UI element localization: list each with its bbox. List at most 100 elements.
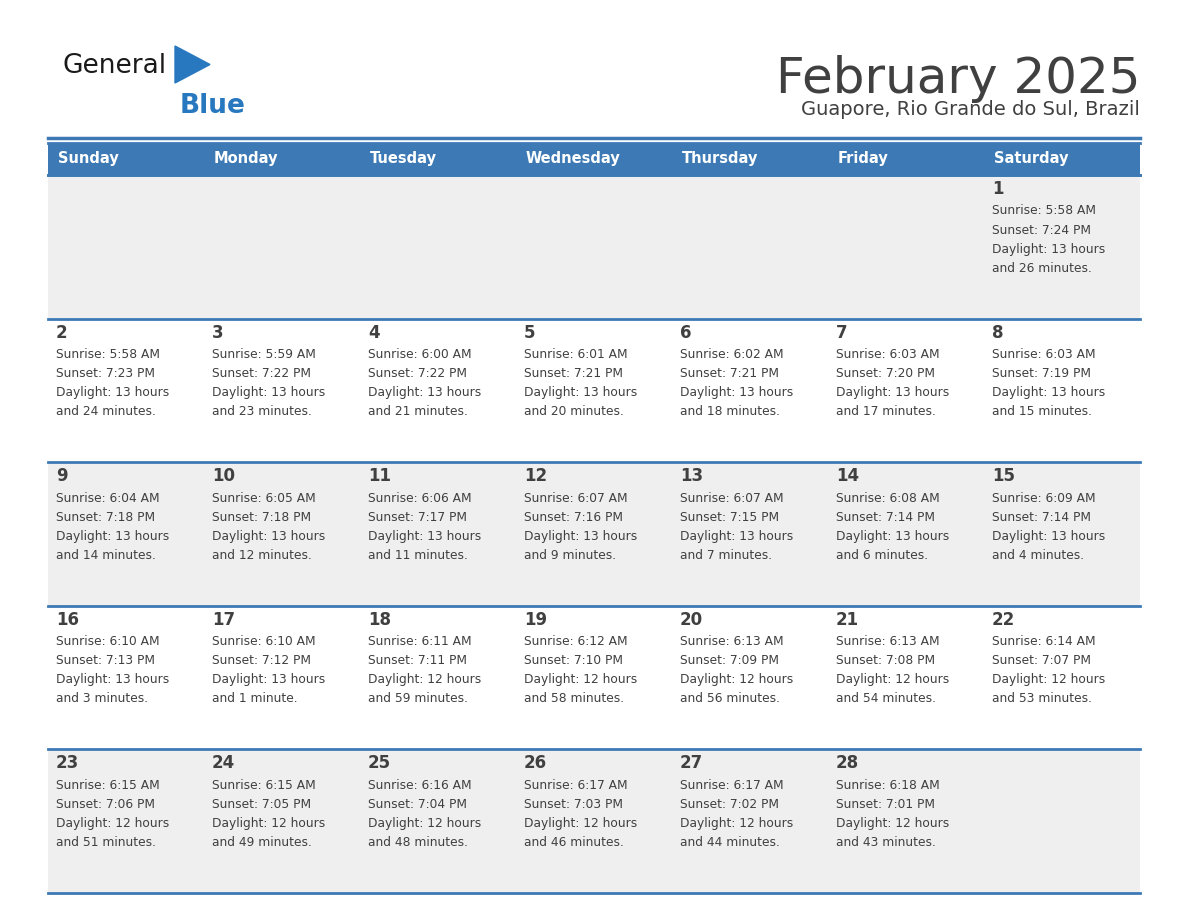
Text: Sunset: 7:02 PM: Sunset: 7:02 PM <box>680 798 779 811</box>
Text: 3: 3 <box>211 324 223 341</box>
Text: Sunrise: 6:14 AM: Sunrise: 6:14 AM <box>992 635 1095 648</box>
Text: Sunrise: 6:04 AM: Sunrise: 6:04 AM <box>56 492 159 505</box>
Bar <box>48 143 204 175</box>
Text: Sunset: 7:06 PM: Sunset: 7:06 PM <box>56 798 154 811</box>
Text: Sunset: 7:09 PM: Sunset: 7:09 PM <box>680 655 779 667</box>
Text: 22: 22 <box>992 610 1016 629</box>
Bar <box>48 606 204 749</box>
Text: 1: 1 <box>992 180 1004 198</box>
Bar <box>984 175 1140 319</box>
Text: February 2025: February 2025 <box>776 55 1140 103</box>
Text: and 9 minutes.: and 9 minutes. <box>524 549 617 562</box>
Text: Sunrise: 6:10 AM: Sunrise: 6:10 AM <box>211 635 316 648</box>
Text: 27: 27 <box>680 755 703 772</box>
Text: Daylight: 13 hours: Daylight: 13 hours <box>992 386 1105 399</box>
Text: Blue: Blue <box>181 93 246 119</box>
Text: and 23 minutes.: and 23 minutes. <box>211 405 312 418</box>
Text: Sunset: 7:19 PM: Sunset: 7:19 PM <box>992 367 1091 380</box>
Text: Sunset: 7:07 PM: Sunset: 7:07 PM <box>992 655 1091 667</box>
Text: Sunset: 7:03 PM: Sunset: 7:03 PM <box>524 798 623 811</box>
Text: 9: 9 <box>56 467 68 486</box>
Text: Daylight: 13 hours: Daylight: 13 hours <box>680 530 794 543</box>
Text: Sunset: 7:22 PM: Sunset: 7:22 PM <box>368 367 467 380</box>
Bar <box>672 319 828 462</box>
Text: Sunrise: 6:15 AM: Sunrise: 6:15 AM <box>56 778 159 792</box>
Bar <box>984 749 1140 893</box>
Text: 20: 20 <box>680 610 703 629</box>
Text: Daylight: 12 hours: Daylight: 12 hours <box>211 817 326 830</box>
Text: and 26 minutes.: and 26 minutes. <box>992 262 1092 274</box>
Text: Daylight: 12 hours: Daylight: 12 hours <box>680 673 794 687</box>
Bar <box>204 143 360 175</box>
Text: Daylight: 13 hours: Daylight: 13 hours <box>680 386 794 399</box>
Text: 23: 23 <box>56 755 80 772</box>
Text: Daylight: 13 hours: Daylight: 13 hours <box>211 530 326 543</box>
Text: Sunset: 7:21 PM: Sunset: 7:21 PM <box>680 367 779 380</box>
Text: Sunset: 7:05 PM: Sunset: 7:05 PM <box>211 798 311 811</box>
Text: Sunset: 7:08 PM: Sunset: 7:08 PM <box>836 655 935 667</box>
Text: Sunrise: 5:58 AM: Sunrise: 5:58 AM <box>992 205 1097 218</box>
Polygon shape <box>175 46 210 83</box>
Bar <box>516 462 672 606</box>
Bar <box>828 606 984 749</box>
Text: Daylight: 12 hours: Daylight: 12 hours <box>680 817 794 830</box>
Bar <box>204 749 360 893</box>
Text: Sunrise: 6:17 AM: Sunrise: 6:17 AM <box>524 778 627 792</box>
Text: and 14 minutes.: and 14 minutes. <box>56 549 156 562</box>
Text: Sunrise: 6:02 AM: Sunrise: 6:02 AM <box>680 348 784 361</box>
Text: Sunrise: 6:11 AM: Sunrise: 6:11 AM <box>368 635 472 648</box>
Text: and 43 minutes.: and 43 minutes. <box>836 836 936 849</box>
Bar <box>48 462 204 606</box>
Text: 12: 12 <box>524 467 548 486</box>
Text: 19: 19 <box>524 610 548 629</box>
Text: Daylight: 13 hours: Daylight: 13 hours <box>368 530 481 543</box>
Text: Sunset: 7:18 PM: Sunset: 7:18 PM <box>211 510 311 523</box>
Text: Sunset: 7:16 PM: Sunset: 7:16 PM <box>524 510 623 523</box>
Text: Saturday: Saturday <box>994 151 1068 166</box>
Bar <box>360 462 516 606</box>
Text: Sunset: 7:11 PM: Sunset: 7:11 PM <box>368 655 467 667</box>
Bar <box>672 606 828 749</box>
Text: 26: 26 <box>524 755 548 772</box>
Text: Sunrise: 6:16 AM: Sunrise: 6:16 AM <box>368 778 472 792</box>
Text: Daylight: 13 hours: Daylight: 13 hours <box>836 530 949 543</box>
Text: Sunrise: 6:09 AM: Sunrise: 6:09 AM <box>992 492 1095 505</box>
Text: and 56 minutes.: and 56 minutes. <box>680 692 781 705</box>
Text: Daylight: 13 hours: Daylight: 13 hours <box>211 386 326 399</box>
Text: 28: 28 <box>836 755 859 772</box>
Text: Sunset: 7:20 PM: Sunset: 7:20 PM <box>836 367 935 380</box>
Bar <box>360 175 516 319</box>
Text: Sunset: 7:10 PM: Sunset: 7:10 PM <box>524 655 623 667</box>
Text: Daylight: 12 hours: Daylight: 12 hours <box>524 673 637 687</box>
Text: 2: 2 <box>56 324 68 341</box>
Text: Sunrise: 6:17 AM: Sunrise: 6:17 AM <box>680 778 784 792</box>
Text: Sunset: 7:22 PM: Sunset: 7:22 PM <box>211 367 311 380</box>
Text: Sunset: 7:15 PM: Sunset: 7:15 PM <box>680 510 779 523</box>
Text: 6: 6 <box>680 324 691 341</box>
Text: Friday: Friday <box>838 151 889 166</box>
Text: 10: 10 <box>211 467 235 486</box>
Bar <box>828 143 984 175</box>
Bar <box>828 319 984 462</box>
Bar <box>672 143 828 175</box>
Text: and 24 minutes.: and 24 minutes. <box>56 405 156 418</box>
Text: Sunset: 7:21 PM: Sunset: 7:21 PM <box>524 367 623 380</box>
Text: Daylight: 12 hours: Daylight: 12 hours <box>836 673 949 687</box>
Text: Guapore, Rio Grande do Sul, Brazil: Guapore, Rio Grande do Sul, Brazil <box>801 100 1140 119</box>
Text: Tuesday: Tuesday <box>369 151 437 166</box>
Text: Thursday: Thursday <box>682 151 758 166</box>
Text: Sunset: 7:14 PM: Sunset: 7:14 PM <box>836 510 935 523</box>
Text: 11: 11 <box>368 467 391 486</box>
Bar <box>48 319 204 462</box>
Bar <box>204 462 360 606</box>
Text: Sunset: 7:12 PM: Sunset: 7:12 PM <box>211 655 311 667</box>
Bar <box>672 462 828 606</box>
Bar <box>984 143 1140 175</box>
Text: and 59 minutes.: and 59 minutes. <box>368 692 468 705</box>
Bar <box>828 462 984 606</box>
Bar <box>984 462 1140 606</box>
Text: and 3 minutes.: and 3 minutes. <box>56 692 148 705</box>
Text: Monday: Monday <box>214 151 278 166</box>
Text: and 15 minutes.: and 15 minutes. <box>992 405 1092 418</box>
Text: and 6 minutes.: and 6 minutes. <box>836 549 928 562</box>
